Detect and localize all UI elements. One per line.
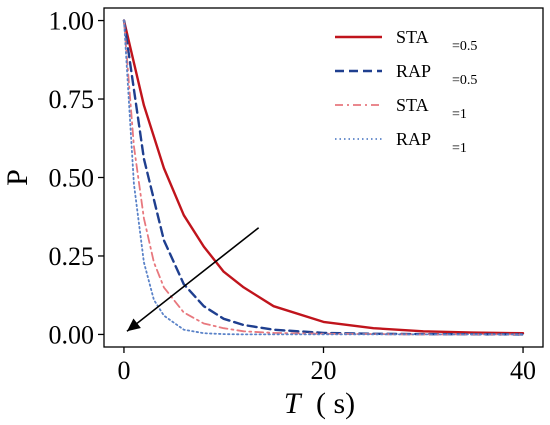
legend-label-3: RAP bbox=[396, 129, 431, 149]
x-tick-label-0: 0 bbox=[117, 356, 130, 385]
legend-suffix-2: =1 bbox=[452, 107, 467, 122]
ticks-layer: 0 20 40 0.00 0.25 0.50 0.75 1.00 bbox=[49, 7, 537, 385]
legend: STA =0.5 RAP =0.5 STA =1 RAP =1 bbox=[335, 27, 477, 156]
y-tick-label-2: 0.50 bbox=[49, 164, 95, 193]
y-tick-label-0: 0.00 bbox=[49, 320, 95, 349]
series-line-3 bbox=[123, 19, 524, 336]
x-tick-label-1: 20 bbox=[311, 356, 337, 385]
legend-label-1: RAP bbox=[396, 61, 431, 81]
series-layer bbox=[122, 19, 525, 336]
x-axis-label: T ( s) bbox=[284, 387, 355, 420]
legend-label-0: STA bbox=[396, 27, 429, 47]
legend-suffix-1: =0.5 bbox=[452, 73, 477, 88]
y-tick-label-3: 0.75 bbox=[49, 85, 95, 114]
legend-suffix-3: =1 bbox=[452, 141, 467, 156]
arrow-head bbox=[126, 318, 141, 332]
series-line-0 bbox=[122, 19, 525, 335]
y-tick-label-4: 1.00 bbox=[49, 7, 95, 36]
x-axis-label-unit: ( s) bbox=[316, 387, 355, 420]
axes-frame bbox=[103, 7, 544, 348]
x-axis-label-main: T bbox=[284, 387, 303, 420]
y-axis-label: P bbox=[1, 169, 34, 186]
x-tick-label-2: 40 bbox=[510, 356, 536, 385]
y-tick-label-1: 0.25 bbox=[49, 242, 95, 271]
annotation-layer bbox=[126, 227, 260, 332]
arrow-shaft bbox=[126, 227, 260, 332]
legend-suffix-0: =0.5 bbox=[452, 39, 477, 54]
legend-label-2: STA bbox=[396, 95, 429, 115]
